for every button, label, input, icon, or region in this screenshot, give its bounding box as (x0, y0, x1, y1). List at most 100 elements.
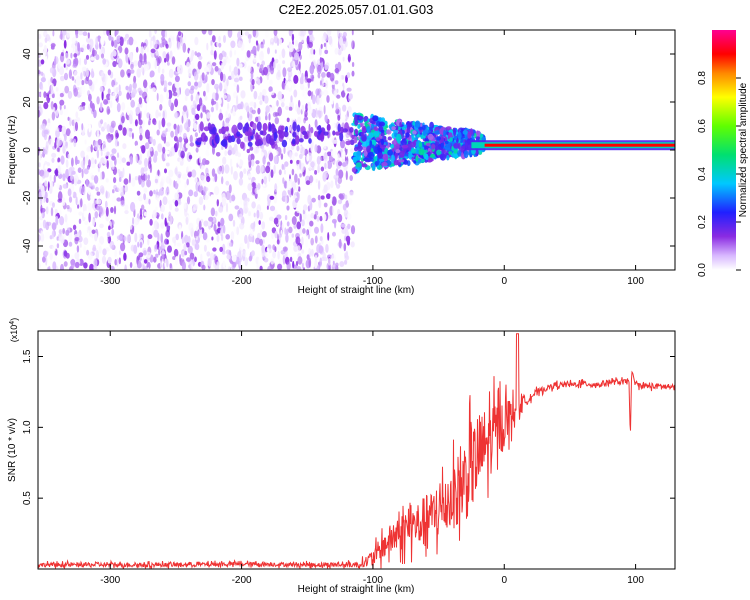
noise-cell (74, 261, 80, 269)
noise-cell (89, 38, 94, 49)
noise-cell (45, 251, 49, 256)
noise-cell (186, 61, 191, 69)
noise-cell (269, 79, 273, 85)
noise-cell (38, 70, 41, 75)
snr-multiplier-close: ) (9, 318, 19, 321)
noise-cell (308, 30, 313, 35)
noise-cell (195, 231, 199, 237)
noise-cell (318, 198, 322, 209)
noise-cell (323, 42, 326, 48)
band-cell (314, 130, 318, 137)
noise-cell (190, 94, 194, 102)
noise-cell (320, 43, 323, 50)
noise-cell (141, 263, 144, 270)
noise-cell (162, 110, 165, 119)
turbulent-cell (453, 149, 458, 154)
noise-cell (257, 107, 261, 115)
noise-cell (326, 160, 333, 170)
noise-cell (211, 92, 217, 101)
noise-cell (80, 72, 83, 80)
noise-cell (255, 165, 261, 175)
noise-cell (52, 52, 55, 60)
noise-cell (193, 203, 198, 211)
noise-cell (283, 169, 287, 175)
noise-cell (134, 145, 140, 152)
noise-cell (203, 204, 206, 211)
noise-cell (93, 109, 97, 119)
noise-cell (332, 260, 335, 265)
noise-cell (221, 196, 227, 207)
noise-cell (206, 63, 212, 73)
noise-cell (68, 69, 72, 80)
noise-cell (75, 121, 78, 132)
noise-cell (45, 34, 50, 42)
noise-cell (152, 209, 157, 219)
noise-cell (196, 94, 199, 100)
noise-cell (314, 226, 319, 234)
noise-cell (266, 247, 270, 255)
noise-cell (310, 248, 314, 257)
noise-cell (76, 245, 80, 253)
noise-cell (91, 232, 94, 239)
turbulent-cell (361, 134, 367, 142)
noise-cell (332, 139, 338, 144)
noise-cell (63, 261, 68, 267)
noise-cell (317, 164, 320, 174)
noise-cell (246, 148, 250, 154)
noise-cell (57, 191, 63, 202)
turbulent-cell (399, 122, 402, 127)
noise-cell (291, 152, 295, 161)
noise-cell (323, 141, 327, 150)
noise-cell (226, 94, 231, 102)
noise-cell (83, 237, 89, 245)
noise-cell (194, 256, 197, 263)
noise-cell (342, 104, 347, 112)
turbulent-cell (400, 138, 407, 146)
band-cell (323, 131, 329, 136)
noise-cell (270, 169, 274, 179)
turbulent-cell (391, 126, 396, 131)
noise-cell (185, 216, 189, 225)
noise-cell (120, 186, 125, 196)
noise-cell (167, 81, 172, 86)
noise-cell (158, 188, 164, 196)
noise-cell (44, 170, 49, 178)
noise-cell (70, 258, 76, 269)
noise-cell (114, 249, 118, 258)
noise-cell (43, 102, 49, 110)
noise-cell (73, 138, 77, 148)
noise-cell (110, 207, 114, 213)
noise-cell (337, 199, 343, 205)
y-tick-label: 1.0 (22, 420, 33, 434)
noise-cell (273, 34, 278, 44)
noise-cell (49, 67, 55, 74)
noise-cell (164, 57, 167, 63)
noise-cell (63, 39, 67, 49)
noise-cell (117, 168, 121, 174)
noise-cell (107, 256, 112, 264)
noise-cell (225, 202, 229, 213)
noise-cell (65, 52, 69, 59)
turbulent-cell (425, 153, 429, 161)
noise-cell (114, 30, 119, 35)
turbulent-cell (354, 114, 358, 122)
x-tick-label: -300 (100, 575, 120, 586)
noise-cell (305, 229, 308, 237)
noise-cell (93, 265, 98, 270)
noise-cell (67, 90, 73, 99)
noise-cell (171, 33, 176, 38)
noise-cell (277, 91, 283, 101)
noise-cell (255, 160, 260, 165)
noise-cell (286, 180, 292, 191)
noise-cell (292, 60, 296, 68)
noise-cell (338, 169, 344, 179)
band-cell (274, 133, 278, 139)
noise-cell (176, 40, 180, 51)
noise-cell (82, 31, 88, 36)
noise-cell (222, 59, 227, 66)
noise-cell (268, 216, 274, 222)
noise-cell (179, 125, 182, 136)
turbulent-cell (386, 129, 392, 135)
noise-cell (229, 158, 233, 167)
noise-cell (75, 111, 79, 119)
